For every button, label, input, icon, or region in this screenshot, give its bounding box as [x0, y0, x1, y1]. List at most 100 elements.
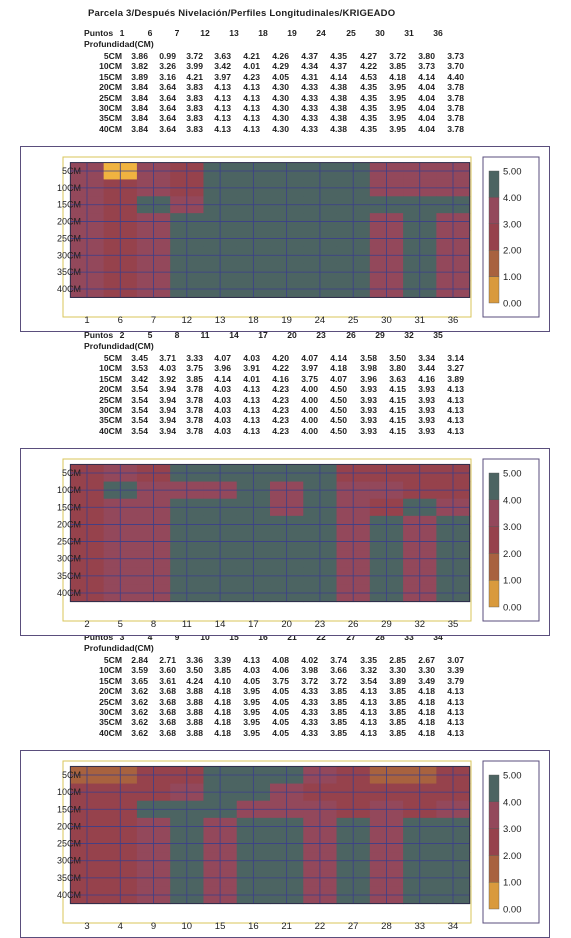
- y-tick-label: 20CM: [57, 821, 81, 831]
- depth-row-label: 5CM: [103, 51, 122, 61]
- depth-row-label: 20CM: [99, 686, 122, 697]
- table-cell: 3.83: [186, 103, 203, 113]
- table-cell: 3.94: [159, 394, 176, 405]
- x-tick-label: 31: [414, 315, 425, 326]
- table-cell: 4.37: [301, 51, 318, 61]
- legend-label: 4.00: [503, 495, 522, 506]
- table-cell: 3.95: [243, 696, 260, 707]
- table-cell: 4.18: [418, 686, 435, 697]
- table-cell: 4.13: [243, 384, 260, 395]
- table-cell: 4.23: [243, 71, 260, 82]
- table-cell: 3.78: [447, 92, 464, 103]
- depth-row-label: 20CM: [99, 384, 122, 395]
- table-cell: 3.88: [186, 686, 203, 697]
- table-cell: 3.64: [159, 113, 176, 124]
- x-tick-label: 3: [84, 921, 89, 932]
- point-header: 12: [200, 28, 210, 38]
- table-cell: 3.78: [186, 415, 203, 426]
- point-header: 11: [200, 330, 210, 340]
- table-cell: 3.65: [131, 675, 148, 686]
- table-cell: 3.98: [301, 665, 318, 676]
- table-cell: 4.03: [214, 415, 231, 426]
- y-tick-label: 30CM: [57, 250, 81, 260]
- table-cell: 3.78: [447, 123, 464, 134]
- table-row: 35CM 3.62 3.68 3.88 4.18 3.95 4.05 4.33 3.85 4.13…: [0, 717, 571, 727]
- table-cell: 4.13: [447, 727, 464, 738]
- table-cell: 3.54: [131, 415, 148, 426]
- table-cell: 4.15: [389, 405, 406, 415]
- table-cell: 3.39: [214, 655, 231, 665]
- y-tick-label: 10CM: [57, 183, 81, 193]
- heatmap-svg: 5CM 10CM 15CM 20CM 25CM 30CM 35CM 40CM 1 6 7 12 13 18…: [57, 156, 540, 326]
- legend-label: 3.00: [503, 522, 522, 533]
- point-header: 33: [404, 632, 414, 642]
- table-cell: 3.85: [389, 717, 406, 728]
- table-cell: 3.54: [131, 425, 148, 436]
- table-cell: 3.88: [186, 707, 203, 717]
- table-cell: 4.03: [214, 394, 231, 405]
- y-tick-label: 25CM: [57, 537, 81, 547]
- table-cell: 3.85: [330, 727, 347, 738]
- table-row: 10CM 3.53 4.03 3.75 3.96 3.91 4.22 3.97 4.18 3.98…: [0, 363, 571, 373]
- table-cell: 3.78: [447, 82, 464, 93]
- table-cell: 3.94: [159, 415, 176, 426]
- table-header-row: Puntos 3 4 9 10 15 16 21 22 27 28 33 34: [0, 632, 571, 642]
- table-cell: 3.63: [389, 373, 406, 384]
- table-cell: 4.13: [214, 113, 231, 124]
- table-cell: 4.05: [272, 696, 289, 707]
- legend-swatch: [488, 553, 500, 581]
- table-cell: 4.23: [272, 415, 289, 426]
- table-cell: 3.68: [159, 707, 176, 717]
- table-cell: 4.23: [272, 394, 289, 405]
- table-cell: 3.63: [214, 51, 231, 61]
- table-row: 30CM 3.54 3.94 3.78 4.03 4.13 4.23 4.00 4.50 3.93…: [0, 405, 571, 415]
- table-cell: 3.49: [418, 675, 435, 686]
- table-cell: 4.13: [447, 707, 464, 717]
- table-row: 20CM 3.62 3.68 3.88 4.18 3.95 4.05 4.33 3.85 4.13…: [0, 686, 571, 696]
- legend-swatch: [488, 249, 500, 277]
- table-cell: 4.33: [301, 727, 318, 738]
- table-cell: 3.72: [389, 51, 406, 61]
- table-cell: 3.62: [131, 727, 148, 738]
- table-cell: 3.79: [447, 675, 464, 686]
- table-cell: 3.84: [131, 82, 148, 93]
- point-header: 1: [119, 28, 125, 38]
- depth-row-label: 35CM: [99, 717, 122, 728]
- table-cell: 4.29: [272, 61, 289, 72]
- y-tick-label: 15CM: [57, 502, 81, 512]
- table-cell: 3.45: [131, 353, 148, 363]
- page-title: Parcela 3/Después Nivelación/Perfiles Lo…: [88, 8, 396, 19]
- table-cell: 3.97: [301, 363, 318, 374]
- plot-frame: [62, 760, 472, 924]
- x-tick-label: 20: [281, 619, 292, 630]
- point-header: 15: [229, 632, 239, 642]
- table-cell: 3.86: [131, 51, 148, 61]
- table-cell: 3.68: [159, 717, 176, 728]
- table-cell: 3.72: [301, 675, 318, 686]
- y-tick-label: 10CM: [57, 485, 81, 495]
- table-cell: 4.13: [214, 82, 231, 93]
- table-cell: 4.18: [330, 363, 347, 374]
- x-tick-label: 35: [448, 619, 459, 630]
- legend-label: 4.00: [503, 797, 522, 808]
- table-cell: 4.15: [389, 425, 406, 436]
- depth-row-label: 30CM: [99, 103, 122, 113]
- plot-border: [69, 162, 471, 298]
- table-cell: 3.39: [447, 665, 464, 676]
- table-cell: 4.04: [418, 92, 435, 103]
- table-row: 30CM 3.62 3.68 3.88 4.18 3.95 4.05 4.33 3.85 4.13…: [0, 707, 571, 717]
- legend-swatch: [488, 170, 500, 198]
- table-cell: 3.68: [159, 727, 176, 738]
- table-cell: 3.80: [418, 51, 435, 61]
- table-cell: 4.06: [272, 665, 289, 676]
- table-cell: 4.00: [301, 415, 318, 426]
- point-header: 35: [433, 330, 443, 340]
- depth-row-label: 15CM: [99, 71, 122, 82]
- table-cell: 4.34: [301, 61, 318, 72]
- table-cell: 4.40: [447, 71, 464, 82]
- table-cell: 4.33: [301, 103, 318, 113]
- point-header: 14: [229, 330, 239, 340]
- table-cell: 4.18: [214, 696, 231, 707]
- legend-swatch: [488, 801, 500, 829]
